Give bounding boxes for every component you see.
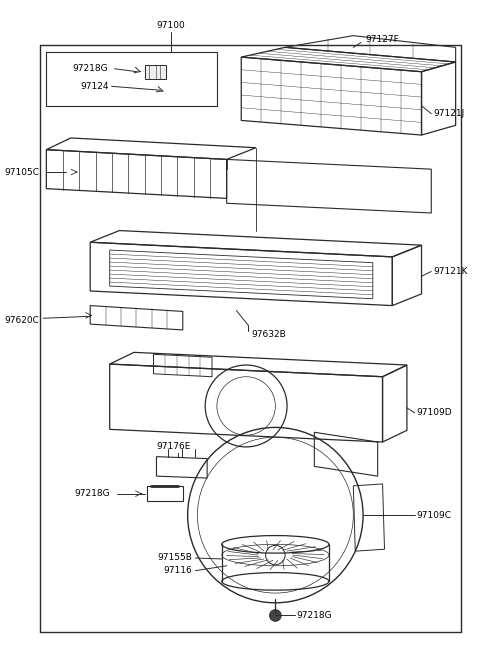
Text: 97218G: 97218G [74, 489, 110, 498]
Text: 97155B: 97155B [157, 554, 192, 562]
Text: 97109D: 97109D [417, 408, 452, 417]
Text: 97632B: 97632B [251, 331, 286, 339]
Text: 97218G: 97218G [72, 64, 108, 73]
Text: 97218G: 97218G [297, 611, 333, 620]
Text: 97116: 97116 [164, 566, 192, 575]
Text: 97121J: 97121J [433, 109, 465, 118]
Text: 97127F: 97127F [365, 35, 399, 44]
Text: 97124: 97124 [81, 82, 109, 91]
Text: 97620C: 97620C [5, 316, 39, 325]
Text: 97109C: 97109C [417, 510, 452, 520]
Text: 97105C: 97105C [4, 167, 39, 176]
FancyBboxPatch shape [145, 65, 166, 79]
Text: 97121K: 97121K [433, 267, 468, 276]
Circle shape [269, 609, 281, 621]
Text: 97100: 97100 [156, 22, 185, 30]
Text: 97176E: 97176E [156, 442, 191, 451]
